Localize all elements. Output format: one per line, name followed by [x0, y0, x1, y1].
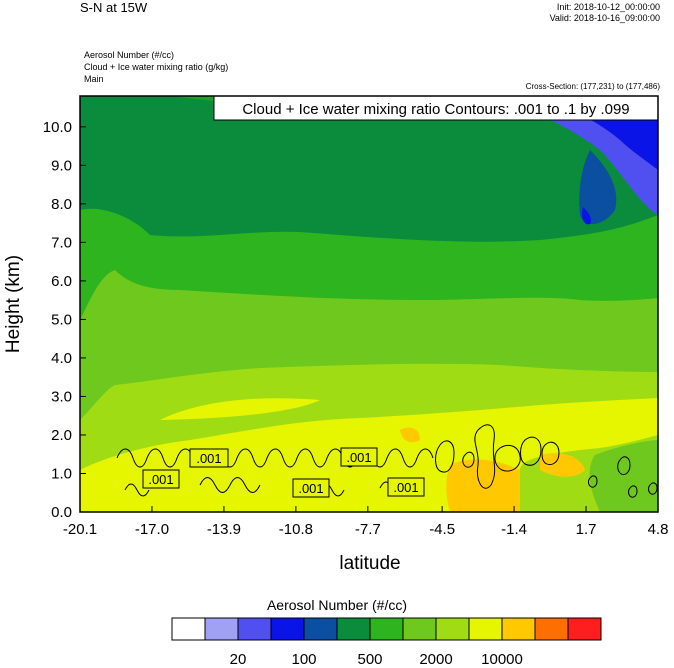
colorbar-swatch: [567, 617, 602, 641]
y-tick-label: 9.0: [51, 157, 72, 174]
x-axis-label: latitude: [339, 553, 400, 574]
contour-label-4: .001: [292, 478, 330, 498]
plot-frame: [79, 95, 659, 513]
colorbar-swatch: [204, 617, 239, 641]
valid-time: Valid: 2018-10-16_09:00:00: [549, 13, 660, 23]
svg-text:.001: .001: [298, 481, 323, 496]
colorbar-swatch: [303, 617, 338, 641]
y-tick-label: 3.0: [51, 388, 72, 405]
contour-info-text: Cloud + Ice water mixing ratio Contours:…: [242, 101, 629, 118]
colorbar-tick-label: 10000: [481, 651, 523, 668]
init-time: Init: 2018-10-12_00:00:00: [556, 2, 660, 12]
colorbar-title: Aerosol Number (#/cc): [266, 597, 408, 613]
contour-info-box: Cloud + Ice water mixing ratio Contours:…: [213, 95, 659, 121]
aerosol-fill-contours: [80, 96, 658, 512]
colorbar-tick-label: 100: [291, 651, 316, 668]
contour-label-3: .001: [340, 447, 378, 467]
x-tick-label: -17.0: [135, 521, 169, 538]
y-tick-label: 10.0: [43, 119, 72, 136]
field-line-main: Main: [84, 74, 104, 84]
svg-text:.001: .001: [393, 480, 418, 495]
field-line-cloud-ice: Cloud + Ice water mixing ratio (g/kg): [84, 62, 229, 72]
y-tick-label: 4.0: [51, 350, 72, 367]
x-axis: -20.1 -17.0 -13.9 -10.8 -7.7 -4.5 -1.4 1.7 4.8: [63, 506, 669, 538]
contour-value-labels: .001 .001 .001 .001 .001: [142, 447, 425, 498]
contour-label-5: .001: [387, 477, 425, 497]
colorbar: 20 100 500 2000 10000: [171, 617, 602, 668]
x-tick-label: -13.9: [207, 521, 241, 538]
colorbar-swatch: [534, 617, 569, 641]
colorbar-swatch: [501, 617, 536, 641]
colorbar-swatch: [171, 617, 206, 641]
y-tick-label: 2.0: [51, 427, 72, 444]
x-tick-label: -20.1: [63, 521, 97, 538]
contour-label-1: .001: [189, 448, 229, 468]
y-tick-label: 7.0: [51, 234, 72, 251]
svg-text:.001: .001: [346, 450, 371, 465]
svg-text:.001: .001: [196, 451, 221, 466]
colorbar-swatch: [369, 617, 404, 641]
colorbar-swatch: [270, 617, 305, 641]
x-tick-label: -10.8: [279, 521, 313, 538]
y-axis-label: Height (km): [3, 255, 24, 353]
cross-section-label: Cross-Section: (177,231) to (177,486): [525, 82, 660, 91]
x-tick-label: -4.5: [429, 521, 455, 538]
x-tick-label: 4.8: [648, 521, 669, 538]
cloud-ice-contours: [116, 424, 658, 498]
colorbar-swatch: [237, 617, 272, 641]
plot-title: S-N at 15W: [80, 0, 148, 15]
y-tick-label: 8.0: [51, 196, 72, 213]
y-tick-label: 6.0: [51, 273, 72, 290]
colorbar-swatch: [402, 617, 437, 641]
x-tick-label: -7.7: [355, 521, 381, 538]
x-tick-label: 1.7: [576, 521, 597, 538]
colorbar-swatch: [435, 617, 470, 641]
x-tick-label: -1.4: [501, 521, 527, 538]
colorbar-swatch: [468, 617, 503, 641]
svg-text:.001: .001: [148, 472, 173, 487]
y-axis: 0.0 1.0 2.0 3.0 4.0 5.0 6.0 7.0 8.0 9.0 10.0: [43, 119, 86, 521]
y-tick-label: 1.0: [51, 465, 72, 482]
colorbar-swatch: [336, 617, 371, 641]
colorbar-tick-label: 2000: [419, 651, 452, 668]
colorbar-tick-label: 20: [230, 651, 247, 668]
y-tick-label: 0.0: [51, 504, 72, 521]
field-line-aerosol: Aerosol Number (#/cc): [84, 50, 175, 60]
contour-label-2: .001: [142, 469, 180, 489]
colorbar-tick-label: 500: [357, 651, 382, 668]
y-tick-label: 5.0: [51, 311, 72, 328]
